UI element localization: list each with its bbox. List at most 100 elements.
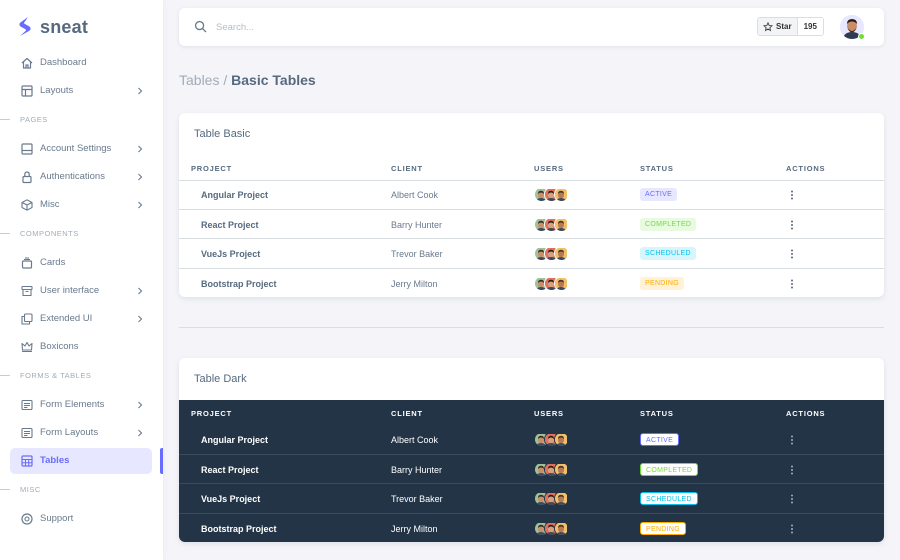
- sidebar-item-authentications[interactable]: Authentications: [10, 164, 152, 190]
- layout-icon: [21, 85, 33, 97]
- client-name: Jerry Milton: [391, 523, 438, 534]
- crown-icon: [21, 341, 33, 353]
- breadcrumb-parent[interactable]: Tables /: [179, 72, 228, 88]
- detail-icon: [21, 399, 33, 411]
- sidebar-item-label: Extended UI: [40, 313, 93, 324]
- chevron-right-icon: [138, 287, 143, 295]
- user-avatar[interactable]: [554, 187, 569, 202]
- client-name: Trevor Baker: [391, 249, 443, 259]
- table-icon: [21, 455, 33, 467]
- menu-header-line: [0, 489, 10, 490]
- table-basic-card: Table Basic PROJECT CLIENT USERS STATUS ACTI…: [179, 113, 884, 297]
- brand[interactable]: sneat: [18, 16, 88, 38]
- status-badge: ACTIVE: [640, 433, 680, 446]
- sidebar-item-label: Boxicons: [40, 341, 79, 352]
- status-badge: PENDING: [640, 276, 684, 290]
- user-avatar[interactable]: [554, 246, 569, 261]
- table-row: VueJs Project Trevor Baker SCHEDULED: [179, 484, 884, 514]
- project-name: VueJs Project: [201, 494, 261, 504]
- table-row: VueJs Project Trevor Baker SCHEDULED: [179, 239, 884, 269]
- menu-header-line: [0, 375, 10, 376]
- sidebar-item-support[interactable]: Support: [10, 506, 152, 532]
- star-button-left[interactable]: Star: [758, 18, 798, 35]
- sidebar: sneat Dashboard Layouts PAGES Account Setti…: [0, 0, 163, 560]
- star-icon: [763, 21, 773, 31]
- table-row: React Project Barry Hunter COMPLETED: [179, 455, 884, 484]
- sidebar-item-layouts[interactable]: Layouts: [10, 78, 152, 104]
- menu-header-text: COMPONENTS: [20, 229, 79, 238]
- more-vertical-icon[interactable]: [789, 523, 795, 535]
- sidebar-item-boxicons[interactable]: Boxicons: [10, 334, 152, 360]
- menu-header-line: [0, 119, 10, 120]
- more-vertical-icon[interactable]: [789, 434, 795, 446]
- chevron-right-icon: [138, 401, 143, 409]
- sidebar-item-form-elements[interactable]: Form Elements: [10, 392, 152, 418]
- lock-icon: [22, 171, 32, 184]
- user-avatar[interactable]: [554, 275, 569, 291]
- project-name: VueJs Project: [201, 249, 261, 259]
- column-header: ACTIONS: [786, 409, 826, 418]
- more-vertical-icon[interactable]: [789, 248, 795, 260]
- chevron-right-icon: [138, 201, 143, 209]
- sidebar-item-dashboard[interactable]: Dashboard: [10, 50, 152, 76]
- breadcrumb: Tables / Basic Tables: [179, 72, 316, 88]
- sidebar-item-form-layouts[interactable]: Form Layouts: [10, 420, 152, 446]
- sidebar-item-label: Tables: [40, 455, 70, 466]
- table-body: Angular Project Albert Cook ACTIVE React Pr…: [179, 425, 884, 542]
- sidebar-item-user-interface[interactable]: User interface: [10, 278, 152, 304]
- menu-header: FORMS & TABLES: [0, 370, 163, 382]
- search-input[interactable]: [216, 19, 516, 35]
- table-header: PROJECT CLIENT USERS STATUS ACTIONS: [179, 155, 884, 181]
- users-avatar-group: [534, 275, 574, 292]
- client-name: Barry Hunter: [391, 219, 443, 230]
- status-badge: COMPLETED: [640, 217, 697, 231]
- user-avatar[interactable]: [554, 216, 569, 232]
- user-avatar[interactable]: [554, 432, 569, 447]
- sidebar-item-misc[interactable]: Misc: [10, 192, 152, 218]
- top-navbar: Star 195: [179, 8, 884, 46]
- column-header: STATUS: [640, 409, 674, 418]
- table-row: React Project Barry Hunter COMPLETED: [179, 210, 884, 239]
- star-count[interactable]: 195: [797, 18, 823, 35]
- project-name: React Project: [201, 464, 259, 475]
- sidebar-item-tables[interactable]: Tables: [10, 448, 152, 474]
- more-vertical-icon[interactable]: [789, 464, 795, 476]
- table-row: Bootstrap Project Jerry Milton PENDING: [179, 514, 884, 543]
- user-avatar-image: [840, 15, 864, 39]
- table-row: Angular Project Albert Cook ACTIVE: [179, 180, 884, 210]
- sidebar-item-cards[interactable]: Cards: [10, 250, 152, 276]
- more-vertical-icon[interactable]: [789, 219, 795, 231]
- column-header: PROJECT: [191, 164, 233, 173]
- project-name: React Project: [201, 219, 259, 230]
- status-badge: SCHEDULED: [640, 492, 698, 505]
- chevron-right-icon: [138, 173, 143, 181]
- status-badge: ACTIVE: [640, 188, 678, 201]
- github-star-button[interactable]: Star 195: [757, 17, 824, 36]
- box-icon: [21, 285, 33, 297]
- column-header: USERS: [534, 164, 564, 173]
- dock-icon: [21, 143, 33, 155]
- chevron-right-icon: [138, 87, 143, 95]
- sidebar-item-account-settings[interactable]: Account Settings: [10, 136, 152, 162]
- more-vertical-icon[interactable]: [789, 189, 795, 201]
- sidebar-item-label: Layouts: [40, 85, 74, 96]
- table-row: Bootstrap Project Jerry Milton PENDING: [179, 269, 884, 298]
- user-avatar[interactable]: [840, 15, 865, 40]
- sidebar-item-extended-ui[interactable]: Extended UI: [10, 306, 152, 332]
- more-vertical-icon[interactable]: [789, 493, 795, 505]
- user-avatar[interactable]: [554, 491, 569, 506]
- user-avatar[interactable]: [554, 520, 569, 536]
- chevron-right-icon: [138, 315, 143, 323]
- status-badge: PENDING: [640, 521, 686, 535]
- menu-header-text: PAGES: [20, 115, 48, 124]
- brand-name: sneat: [40, 16, 89, 37]
- user-avatar[interactable]: [554, 461, 569, 477]
- more-vertical-icon[interactable]: [789, 278, 795, 290]
- section-divider: [179, 327, 884, 328]
- menu-header-line: [0, 233, 10, 234]
- users-avatar-group: [534, 432, 574, 448]
- column-header: ACTIONS: [786, 164, 826, 173]
- client-name: Barry Hunter: [391, 464, 443, 475]
- column-header: CLIENT: [391, 409, 423, 418]
- users-avatar-group: [534, 216, 574, 233]
